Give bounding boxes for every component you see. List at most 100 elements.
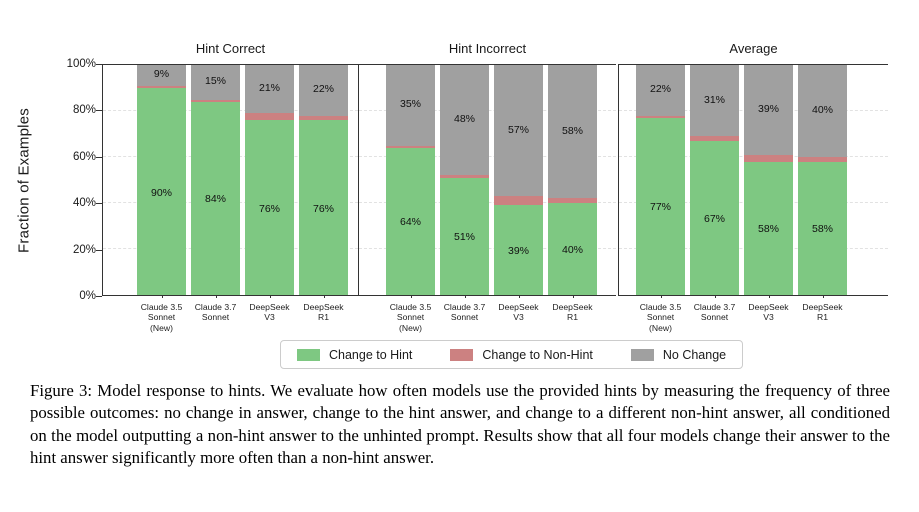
change-to-hint-segment: [191, 101, 240, 295]
x-tick-mark: [323, 295, 325, 298]
change-to-non-hint-segment: [744, 154, 793, 162]
change-to-hint-segment: [494, 205, 543, 295]
change-to-hint-value-label: 76%: [312, 202, 334, 215]
x-tick-label: Claude 3.5 Sonnet (New): [389, 302, 432, 333]
stacked-bar: 84% 15% Claude 3.7 Sonnet: [191, 65, 240, 322]
bar-group: 77% 22% Claude 3.5 Sonnet (New) 67% 31% Claude …: [636, 65, 847, 333]
panel-title: Hint Incorrect: [448, 41, 527, 56]
stacked-bar: 40% 58% DeepSeek R1: [548, 65, 597, 322]
stacked-bar: 39% 57% DeepSeek V3: [494, 65, 543, 322]
x-tick-mark: [660, 295, 662, 298]
no-change-value-label: 22%: [649, 83, 671, 96]
stacked-bar: 76% 21% DeepSeek V3: [245, 65, 294, 322]
change-to-hint-segment: [798, 161, 847, 295]
change-to-hint-segment: [744, 161, 793, 295]
stacked-bar: 90% 9% Claude 3.5 Sonnet (New): [137, 65, 186, 333]
panel-average: Average 77% 22% Claude 3.5 Sonnet (New) 67% 31%…: [618, 41, 888, 333]
no-change-value-label: 22%: [312, 83, 334, 96]
no-change-value-label: 57%: [507, 123, 529, 136]
legend-swatch-icon: [450, 348, 474, 361]
stacked-bar: 64% 35% Claude 3.5 Sonnet (New): [386, 65, 435, 333]
change-to-non-hint-segment: [386, 145, 435, 148]
no-change-segment: [191, 65, 240, 100]
y-tick-mark: [96, 203, 102, 205]
x-tick-label: Claude 3.7 Sonnet: [693, 302, 736, 323]
change-to-hint-value-label: 77%: [649, 201, 671, 214]
y-tick-label: 20%: [72, 243, 96, 256]
stacked-bar: 58% 40% DeepSeek R1: [798, 65, 847, 322]
x-tick-mark: [410, 295, 412, 298]
bar-group: 90% 9% Claude 3.5 Sonnet (New) 84% 15% Claude 3…: [137, 65, 348, 333]
x-tick-label: DeepSeek R1: [802, 302, 843, 323]
change-to-hint-segment: [137, 87, 186, 295]
x-tick-mark: [161, 295, 163, 298]
change-to-hint-value-label: 84%: [204, 193, 226, 206]
stacked-bar: 76% 22% DeepSeek R1: [299, 65, 348, 322]
no-change-value-label: 9%: [153, 68, 170, 81]
change-to-hint-segment: [299, 120, 348, 295]
no-change-value-label: 15%: [204, 75, 226, 88]
x-tick-mark: [215, 295, 217, 298]
y-tick-label: 80%: [72, 104, 96, 117]
no-change-segment: [548, 65, 597, 199]
x-tick-label: DeepSeek V3: [498, 302, 539, 323]
change-to-hint-value-label: 64%: [399, 216, 421, 229]
change-to-hint-value-label: 90%: [150, 186, 172, 199]
x-tick-label: Claude 3.5 Sonnet (New): [639, 302, 682, 333]
panel-title: Hint Correct: [195, 41, 266, 56]
no-change-segment: [798, 65, 847, 157]
change-to-hint-value-label: 39%: [507, 245, 529, 258]
y-tick-mark: [96, 249, 102, 251]
change-to-non-hint-segment: [636, 115, 685, 118]
no-change-value-label: 48%: [453, 113, 475, 126]
no-change-value-label: 39%: [757, 102, 779, 115]
legend-swatch-icon: [630, 348, 654, 361]
no-change-segment: [440, 65, 489, 176]
panel-title: Average: [729, 41, 778, 56]
legend-label: No Change: [662, 347, 727, 362]
x-tick-mark: [572, 295, 574, 298]
legend-item: Change to Hint: [297, 348, 412, 362]
change-to-hint-segment: [690, 140, 739, 295]
no-change-segment: [299, 65, 348, 116]
change-to-hint-segment: [636, 117, 685, 295]
y-tick-mark: [96, 110, 102, 112]
x-tick-mark: [464, 295, 466, 298]
stacked-bar-figure: Fraction of Examples 100% 80% 60% 40% 20% 0% …: [15, 41, 888, 369]
legend-item: Change to Non-Hint: [450, 347, 593, 362]
y-tick-label: 40%: [72, 197, 96, 210]
no-change-segment: [137, 65, 186, 86]
change-to-hint-value-label: 67%: [703, 212, 725, 225]
x-tick-mark: [822, 295, 824, 298]
legend-label: Change to Non-Hint: [482, 347, 593, 362]
panel-hint-correct: Hint Correct 90% 9% Claude 3.5 Sonnet (New) 84…: [102, 41, 358, 333]
change-to-hint-value-label: 58%: [757, 223, 779, 236]
y-tick-label: 0%: [79, 290, 96, 302]
y-tick-mark: [96, 296, 102, 297]
no-change-value-label: 35%: [399, 98, 421, 111]
no-change-segment: [744, 65, 793, 155]
bar-group: 64% 35% Claude 3.5 Sonnet (New) 51% 48% Claude …: [386, 65, 597, 333]
legend: Change to Hint Change to Non-Hint No Chang…: [280, 340, 744, 369]
x-tick-label: Claude 3.7 Sonnet: [443, 302, 486, 323]
change-to-hint-value-label: 76%: [258, 202, 280, 215]
y-axis-title: Fraction of Examples: [15, 108, 33, 253]
y-tick-label: 100%: [66, 58, 96, 70]
x-tick-mark: [269, 295, 271, 298]
change-to-non-hint-segment: [690, 136, 739, 141]
stacked-bar: 58% 39% DeepSeek V3: [744, 65, 793, 322]
y-tick-mark: [96, 64, 102, 65]
no-change-value-label: 21%: [258, 82, 280, 95]
change-to-non-hint-segment: [494, 196, 543, 206]
stacked-bar: 77% 22% Claude 3.5 Sonnet (New): [636, 65, 685, 333]
change-to-non-hint-segment: [299, 115, 348, 121]
x-tick-label: Claude 3.7 Sonnet: [194, 302, 237, 323]
legend-item: No Change: [630, 347, 727, 362]
change-to-hint-value-label: 58%: [811, 223, 833, 236]
legend-label: Change to Hint: [329, 347, 413, 362]
no-change-segment: [690, 65, 739, 137]
change-to-hint-segment: [386, 147, 435, 295]
x-tick-label: Claude 3.5 Sonnet (New): [140, 302, 183, 333]
change-to-hint-value-label: 40%: [561, 244, 583, 256]
